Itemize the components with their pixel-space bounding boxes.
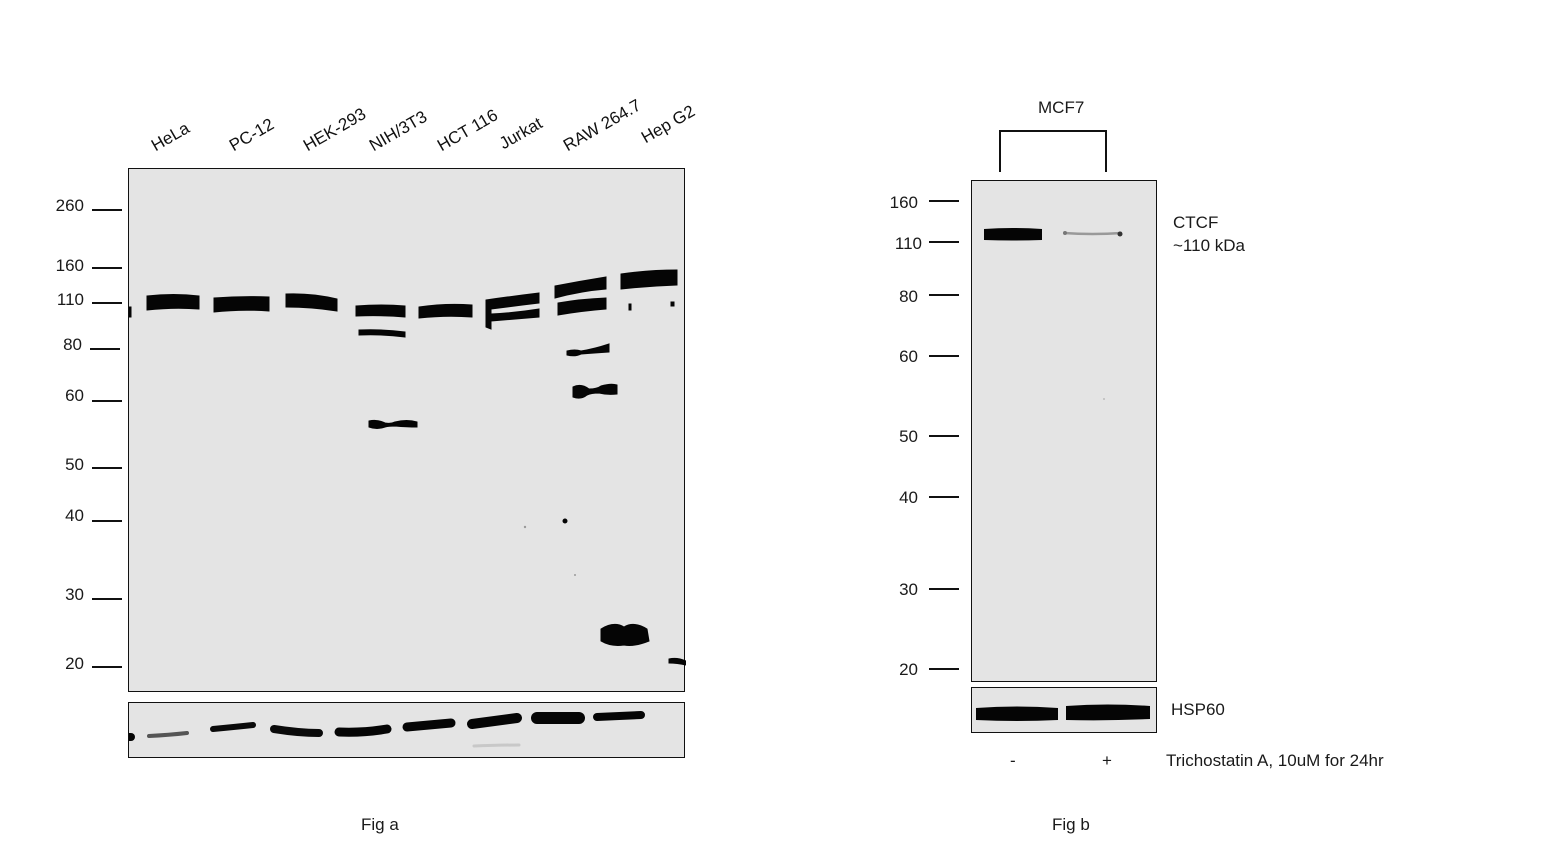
bracket-right (1105, 130, 1107, 172)
mw-label: 60 (899, 347, 918, 366)
mw-label: 30 (65, 585, 84, 604)
mw-tick (92, 598, 122, 600)
figure-caption-a: Fig a (361, 815, 399, 834)
bracket-left (999, 130, 1001, 172)
mw-tick (929, 294, 959, 296)
mw-label: 260 (55, 196, 84, 215)
mw-tick (92, 302, 122, 304)
loading-control-bands-a (129, 711, 645, 748)
loading-control-bands-b (976, 704, 1150, 721)
mw-tick (929, 588, 959, 590)
mw-tick (92, 467, 122, 469)
treatment-label: Trichostatin A, 10uM for 24hr (1166, 751, 1384, 770)
mw-label: 20 (899, 660, 918, 679)
cell-line-label: MCF7 (1038, 98, 1085, 117)
target-protein-label: CTCF (1173, 213, 1219, 232)
mw-tick (92, 209, 122, 211)
figure-caption-b: Fig b (1052, 815, 1090, 834)
mw-label: 80 (63, 335, 82, 354)
mw-tick (929, 668, 959, 670)
lane-label-hela: HeLa (148, 118, 193, 156)
mw-tick (929, 241, 959, 243)
mw-label: 20 (65, 654, 84, 673)
mw-tick (929, 435, 959, 437)
mw-label: 160 (889, 193, 918, 212)
treatment-plus: + (1102, 751, 1112, 770)
mw-label: 110 (894, 234, 922, 253)
western-blot-main-b (971, 180, 1157, 682)
mw-label: 60 (65, 386, 84, 405)
lane-label-jurkat: Jurkat (496, 113, 546, 154)
treatment-minus: - (1010, 751, 1016, 770)
mw-label: 80 (899, 287, 918, 306)
western-blot-main-a (128, 168, 686, 692)
mw-label: 40 (65, 506, 84, 525)
mw-tick (92, 666, 122, 668)
bracket-top (999, 130, 1107, 132)
lane-label-hepg2: Hep G2 (638, 101, 699, 148)
mw-label: 30 (899, 580, 918, 599)
mw-label: 50 (65, 455, 84, 474)
mw-tick (92, 400, 122, 402)
mw-tick (929, 200, 959, 202)
lane-label-nih3t3: NIH/3T3 (366, 107, 431, 156)
target-size-label: ~110 kDa (1173, 236, 1245, 255)
lane-label-raw2647: RAW 264.7 (560, 95, 645, 156)
mw-tick (90, 348, 120, 350)
mw-label: 160 (55, 256, 84, 275)
western-blot-loading-control-a (128, 702, 685, 758)
mw-label: 40 (899, 488, 918, 507)
mw-tick (92, 267, 122, 269)
mw-label: 50 (899, 427, 918, 446)
loading-control-label: HSP60 (1171, 700, 1225, 719)
lane-label-pc12: PC-12 (226, 114, 278, 156)
blot-bands-b (984, 228, 1123, 400)
western-blot-loading-control-b (971, 687, 1157, 733)
mw-tick (929, 496, 959, 498)
blot-bands-a (129, 269, 686, 666)
mw-label: 110 (56, 290, 84, 309)
lane-label-hek293: HEK-293 (300, 104, 370, 156)
mw-tick (929, 355, 959, 357)
mw-tick (92, 520, 122, 522)
lane-label-hct116: HCT 116 (434, 105, 502, 156)
